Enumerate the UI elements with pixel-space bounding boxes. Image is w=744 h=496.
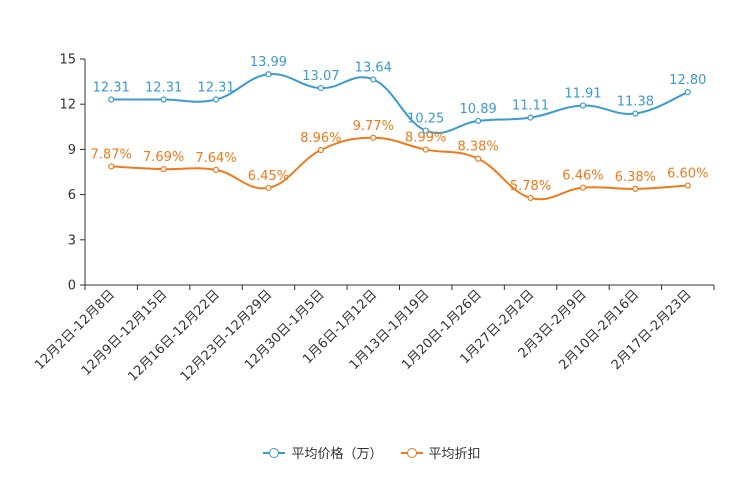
price-point bbox=[370, 76, 377, 83]
x-tick-label: 12月16日-12月22日 bbox=[125, 287, 222, 384]
discount-point bbox=[632, 185, 639, 192]
discount-point bbox=[265, 184, 272, 191]
price-point bbox=[475, 117, 482, 125]
price-data-label: 10.89 bbox=[460, 102, 497, 117]
price-point bbox=[160, 96, 167, 103]
discount-data-label: 5.78% bbox=[510, 179, 551, 194]
legend-item-price[interactable]: 平均价格（万） bbox=[263, 443, 383, 462]
price-data-label: 13.64 bbox=[355, 60, 392, 75]
y-tick-label: 12 bbox=[59, 98, 76, 113]
price-data-label: 13.07 bbox=[302, 69, 339, 84]
discount-point bbox=[370, 134, 377, 141]
discount-data-label: 7.87% bbox=[91, 147, 132, 162]
discount-data-label: 7.64% bbox=[195, 151, 236, 166]
price-data-label: 11.91 bbox=[564, 87, 601, 102]
price-point bbox=[108, 96, 115, 103]
legend-line-circle-icon bbox=[263, 447, 286, 459]
discount-point bbox=[160, 166, 167, 173]
discount-point bbox=[475, 155, 482, 162]
discount-data-label: 6.45% bbox=[248, 169, 289, 184]
price-point bbox=[632, 110, 639, 117]
discount-point bbox=[527, 194, 534, 202]
price-point bbox=[579, 102, 587, 109]
legend-item-discount[interactable]: 平均折扣 bbox=[400, 443, 481, 462]
price-point bbox=[317, 84, 324, 92]
discount-data-label: 8.38% bbox=[457, 140, 498, 155]
price-data-label: 12.80 bbox=[669, 73, 706, 88]
discount-data-label: 9.77% bbox=[353, 119, 394, 134]
discount-point bbox=[317, 146, 324, 154]
legend: 平均价格（万） 平均折扣 bbox=[0, 443, 744, 462]
y-tick-label: 15 bbox=[59, 53, 76, 68]
price-data-label: 12.31 bbox=[93, 81, 130, 96]
price-data-label: 13.99 bbox=[250, 55, 287, 70]
price-point bbox=[684, 89, 691, 96]
price-point bbox=[265, 71, 272, 78]
axes: 0369121512月2日-12月8日12月9日-12月15日12月16日-12… bbox=[32, 53, 715, 385]
price-point bbox=[422, 127, 429, 134]
discount-point bbox=[212, 166, 220, 173]
discount-data-label: 6.46% bbox=[562, 169, 603, 184]
discount-point bbox=[422, 146, 429, 153]
x-tick-label: 12月23日-12月29日 bbox=[178, 287, 275, 384]
data-labels: 12.31 12.31 12.31 13.99 13.07 13.64 10.25 10.89… bbox=[91, 55, 709, 194]
discount-point bbox=[108, 163, 115, 170]
discount-data-label: 8.96% bbox=[300, 131, 341, 146]
discount-data-label: 6.38% bbox=[615, 170, 656, 185]
discount-data-label: 8.99% bbox=[405, 131, 446, 146]
legend-label-discount: 平均折扣 bbox=[428, 447, 481, 462]
price-point bbox=[527, 114, 534, 121]
discount-point bbox=[579, 184, 587, 191]
price-data-label: 11.11 bbox=[512, 99, 549, 114]
discount-point bbox=[684, 182, 691, 189]
legend-line-circle-icon bbox=[400, 447, 423, 459]
y-tick-label: 3 bbox=[68, 233, 76, 248]
price-data-label: 10.25 bbox=[407, 112, 444, 127]
discount-data-label: 6.60% bbox=[667, 167, 708, 182]
price-data-label: 12.31 bbox=[145, 81, 182, 96]
price-point bbox=[212, 96, 220, 103]
legend-label-price: 平均价格（万） bbox=[291, 447, 383, 462]
y-tick-label: 6 bbox=[68, 188, 76, 203]
y-tick-label: 9 bbox=[68, 143, 76, 158]
discount-data-label: 7.69% bbox=[143, 150, 184, 165]
price-data-label: 12.31 bbox=[197, 81, 234, 96]
y-tick-label: 0 bbox=[68, 279, 76, 294]
series-lines bbox=[108, 71, 691, 202]
price-data-label: 11.38 bbox=[617, 95, 654, 110]
